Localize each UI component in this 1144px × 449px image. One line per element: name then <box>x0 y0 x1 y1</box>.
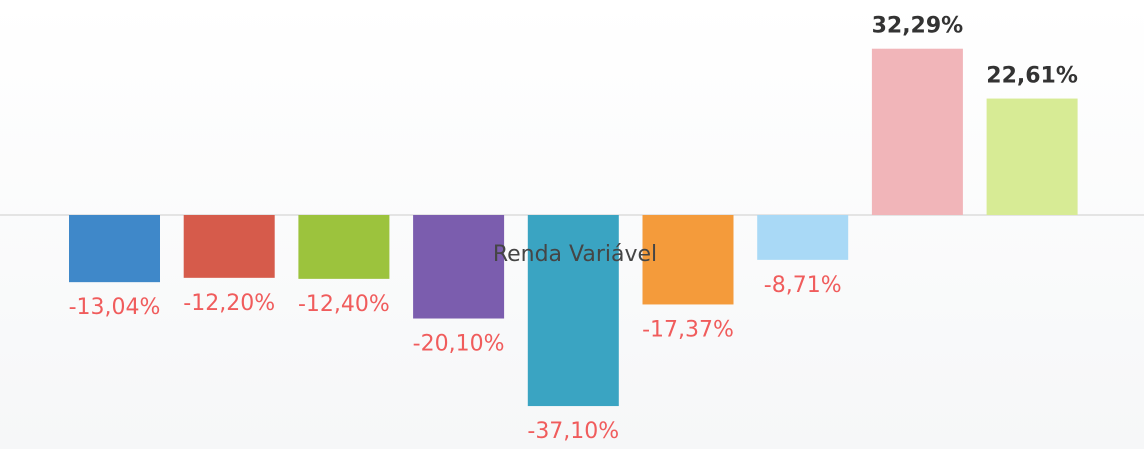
value-label: 22,61% <box>986 64 1078 89</box>
value-label: -8,71% <box>764 273 842 298</box>
value-label: -12,20% <box>183 291 275 316</box>
value-label: -12,40% <box>298 292 390 317</box>
value-label: 32,29% <box>872 14 964 39</box>
bar <box>757 215 849 260</box>
bar <box>413 215 505 319</box>
bar <box>298 215 390 279</box>
x-label: Renda Variável <box>493 242 657 267</box>
bar <box>642 215 734 305</box>
value-label: -13,04% <box>69 295 161 320</box>
bar <box>69 215 160 283</box>
value-label: -37,10% <box>527 419 619 444</box>
bar <box>183 215 275 278</box>
bars <box>69 48 1078 407</box>
bar <box>871 48 963 216</box>
bar <box>527 215 619 407</box>
value-label: -20,10% <box>413 332 505 357</box>
bar <box>986 98 1078 215</box>
value-label: -17,37% <box>642 317 734 342</box>
